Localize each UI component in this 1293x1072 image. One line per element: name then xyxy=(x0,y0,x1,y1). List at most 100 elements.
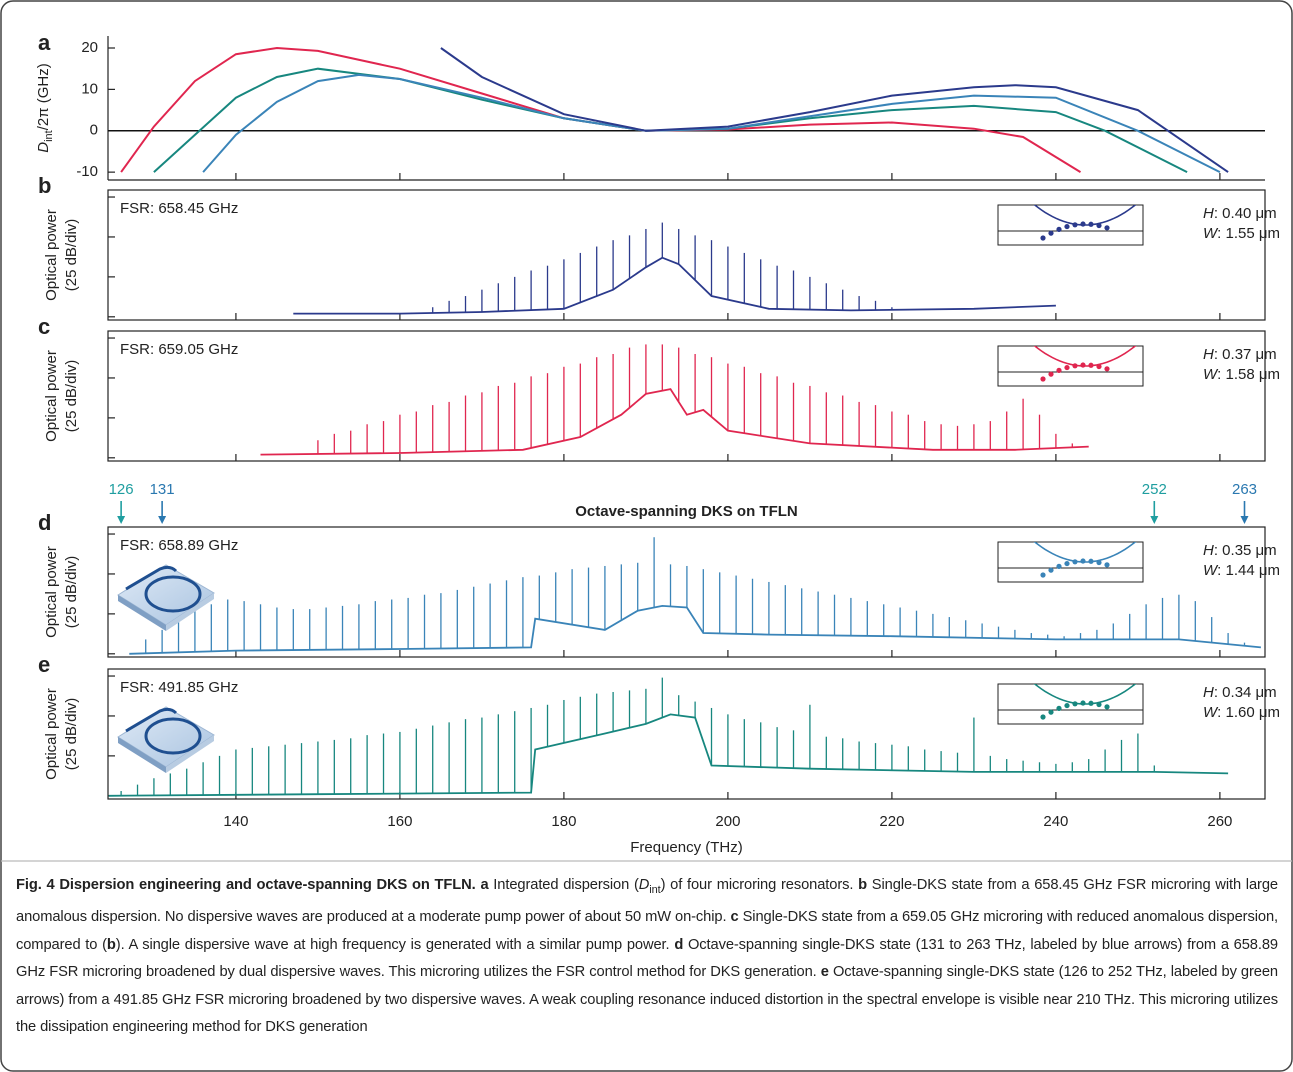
ring xyxy=(144,575,202,613)
y-axis-symbol: D xyxy=(35,142,52,153)
arrow-head xyxy=(158,516,167,524)
inset-point xyxy=(1072,363,1078,369)
comb-lines xyxy=(317,344,1073,454)
inset-curve xyxy=(1033,205,1137,226)
x-tick-label: 160 xyxy=(387,813,412,830)
noise-floor xyxy=(108,713,1229,797)
microring-icon xyxy=(117,564,215,631)
inset-point xyxy=(1048,230,1054,236)
inset-point xyxy=(1048,371,1054,377)
y-tick-label: -10 xyxy=(76,163,98,180)
comb-lines xyxy=(145,537,1246,654)
section-title: Octave-spanning DKS on TFLN xyxy=(575,503,798,520)
inset-width: W: 1.44 μm xyxy=(1203,562,1280,579)
noise-floor xyxy=(260,388,1089,456)
caption: Fig. 4 Dispersion engineering and octave… xyxy=(16,872,1278,1042)
chip-edge xyxy=(166,735,214,773)
inset-point xyxy=(1064,560,1070,567)
inset-point xyxy=(1072,222,1078,228)
inset-height: H: 0.37 μm xyxy=(1203,346,1277,363)
inset-point xyxy=(1088,221,1094,227)
x-tick-label: 200 xyxy=(715,813,740,830)
y-axis-title: Optical power xyxy=(43,209,60,301)
inset-width-value: : 1.58 μm xyxy=(1217,366,1280,383)
caption-text: Fig. 4 Dispersion engineering and octave… xyxy=(16,877,476,893)
inset-width-value: : 1.55 μm xyxy=(1217,225,1280,242)
inset-point xyxy=(1104,562,1110,568)
inset-point xyxy=(1080,221,1086,227)
inset-point xyxy=(1104,704,1110,710)
inset-point xyxy=(1072,701,1078,707)
caption-text: ). A single dispersive wave at high freq… xyxy=(115,936,675,953)
inset-width-symbol: W xyxy=(1203,562,1219,579)
inset-point xyxy=(1080,558,1086,564)
x-tick-label: 240 xyxy=(1043,813,1068,830)
microring-icon xyxy=(117,706,215,773)
inset-point xyxy=(1064,223,1070,230)
inset-point xyxy=(1040,572,1046,578)
caption-text: d xyxy=(674,936,684,953)
x-tick-label: 140 xyxy=(223,813,248,830)
inset-point xyxy=(1096,559,1102,566)
comb-lines xyxy=(120,677,1155,796)
inset-width-symbol: W xyxy=(1203,225,1219,242)
arrow-head xyxy=(117,516,126,524)
caption-text: Single-DKS state from a 659.05 GHz micro… xyxy=(16,909,1278,953)
chip-edge xyxy=(166,593,214,631)
y-axis-title: (25 dB/div) xyxy=(63,219,80,292)
arrow-head xyxy=(1150,516,1159,524)
panel-label: e xyxy=(38,652,50,677)
inset-frame xyxy=(997,204,1144,246)
y-axis-title: Optical power xyxy=(43,350,60,442)
caption-text: e xyxy=(820,964,829,981)
inset-point xyxy=(1080,700,1086,706)
inset-curve xyxy=(1033,346,1137,367)
arrow-label: 252 xyxy=(1142,481,1167,498)
inset-frame xyxy=(997,345,1144,387)
chip-edge xyxy=(118,595,166,631)
panel-label: a xyxy=(38,30,51,55)
inset-point xyxy=(1088,362,1094,368)
noise-floor xyxy=(129,604,1261,655)
inset-point xyxy=(1056,563,1062,569)
inset-point xyxy=(1096,363,1102,370)
inset-height-symbol: H xyxy=(1203,542,1214,559)
caption-text: a xyxy=(475,877,489,893)
y-axis-title: (25 dB/div) xyxy=(63,360,80,433)
chip-edge xyxy=(118,737,166,773)
inset-height-value: : 0.37 μm xyxy=(1214,346,1277,363)
arrow-head xyxy=(1240,516,1249,524)
plot-frame xyxy=(107,668,1266,800)
inset-point xyxy=(1080,362,1086,368)
waveguide xyxy=(125,707,178,733)
inset-point xyxy=(1096,701,1102,708)
inset-point xyxy=(1104,225,1110,231)
inset-height-symbol: H xyxy=(1203,205,1214,222)
y-axis-subscript: int xyxy=(43,130,55,142)
inset-width: W: 1.58 μm xyxy=(1203,366,1280,383)
x-tick-label: 220 xyxy=(879,813,904,830)
inset-height-symbol: H xyxy=(1203,346,1214,363)
x-tick-label: 260 xyxy=(1207,813,1232,830)
panel-label: b xyxy=(38,173,51,198)
fsr-label: FSR: 658.45 GHz xyxy=(120,200,238,217)
inset-height: H: 0.35 μm xyxy=(1203,542,1277,559)
y-tick-label: 20 xyxy=(81,39,98,56)
inset-point xyxy=(1064,364,1070,371)
inset-frame xyxy=(997,541,1144,583)
inset-point xyxy=(1104,366,1110,372)
inset-point xyxy=(1056,367,1062,373)
inset-point xyxy=(1088,700,1094,706)
inset-width: W: 1.55 μm xyxy=(1203,225,1280,242)
x-axis-title: Frequency (THz) xyxy=(630,839,743,856)
fsr-label: FSR: 658.89 GHz xyxy=(120,537,238,554)
x-tick-label: 180 xyxy=(551,813,576,830)
y-axis-unit: /2π (GHz) xyxy=(35,63,52,130)
plot-frame xyxy=(107,189,1266,321)
waveguide xyxy=(125,565,178,591)
y-axis-title: Optical power xyxy=(43,688,60,780)
inset-width-symbol: W xyxy=(1203,366,1219,383)
